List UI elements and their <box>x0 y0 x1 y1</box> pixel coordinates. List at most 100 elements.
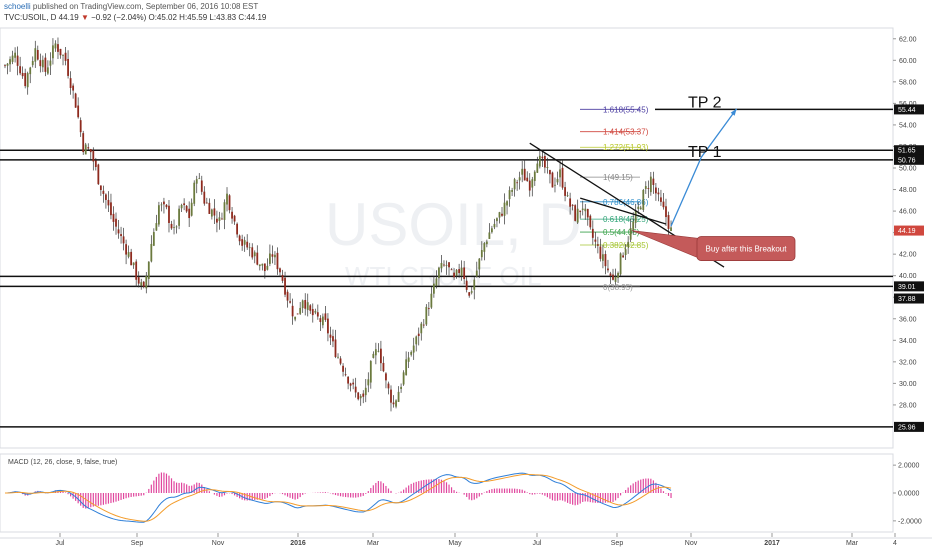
candle-body <box>258 264 261 267</box>
candle-body <box>281 274 284 281</box>
fib-level-label: 0.5(44.05) <box>603 228 640 237</box>
candle-body <box>352 382 355 385</box>
candle-body <box>402 372 405 385</box>
time-tick-label: Sep <box>611 540 624 547</box>
candle-body <box>243 240 246 245</box>
candle-body <box>311 309 314 316</box>
candle-body <box>74 93 77 108</box>
candle-body <box>236 223 239 235</box>
candle-body <box>26 73 29 88</box>
projection-line <box>670 108 738 227</box>
price-tick-label: 32.00 <box>899 359 917 366</box>
price-marker-label: 44.19 <box>898 228 916 235</box>
candle-body <box>286 291 289 301</box>
candle-body <box>665 206 667 218</box>
candle-body <box>654 187 657 194</box>
candle-body <box>304 300 307 309</box>
candle-body <box>36 49 39 60</box>
time-tick-label: Mar <box>367 540 380 547</box>
candle-body <box>478 258 481 270</box>
macd-title: MACD (12, 26, close, 9, false, true) <box>8 459 117 466</box>
candle-body <box>163 201 165 205</box>
candle-body <box>637 206 640 209</box>
candle-body <box>574 205 577 221</box>
candle-body <box>19 66 22 74</box>
price-tick-label: 48.00 <box>899 187 917 194</box>
candle-body <box>77 105 80 118</box>
candlestick-series <box>4 37 672 412</box>
candle-body <box>82 133 85 153</box>
candle-body <box>622 255 624 258</box>
candle-body <box>448 262 450 268</box>
candle-body <box>425 306 428 325</box>
macd-tick-label: 2.0000 <box>898 463 920 470</box>
candle-body <box>405 359 408 376</box>
candle-body <box>115 218 117 227</box>
candle-body <box>473 279 476 290</box>
target-label: TP 2 <box>688 95 722 112</box>
candle-body <box>29 67 32 75</box>
candle-body <box>97 164 100 185</box>
target-labels: TP 2 TP 1 <box>688 95 722 162</box>
candle-body <box>173 227 175 228</box>
candle-body <box>21 72 24 77</box>
candle-body <box>34 48 37 62</box>
candle-body <box>263 263 266 272</box>
candle-body <box>395 400 397 407</box>
candle-body <box>543 156 546 168</box>
candle-body <box>342 365 344 372</box>
author-link[interactable]: schoelli <box>4 2 31 11</box>
candle-body <box>316 312 319 317</box>
candle-body <box>147 261 150 279</box>
candle-body <box>291 305 294 317</box>
candle-body <box>261 263 264 266</box>
price-tick-label: 46.00 <box>899 209 917 216</box>
candle-body <box>513 179 516 190</box>
candle-body <box>241 239 244 246</box>
candle-body <box>296 313 299 315</box>
price-marker-label: 55.44 <box>898 107 916 114</box>
candle-body <box>6 63 9 66</box>
candle-body <box>64 52 67 61</box>
main-pane-frame <box>0 27 894 449</box>
candle-body <box>460 267 463 276</box>
candle-body <box>372 353 375 358</box>
candle-body <box>526 177 529 182</box>
fib-level-label: 0.786(46.86) <box>603 198 649 207</box>
candle-body <box>337 356 339 358</box>
candle-body <box>188 208 191 219</box>
price-tick-label: 56.00 <box>899 101 917 108</box>
candle-body <box>367 379 370 386</box>
candle-body <box>238 235 241 242</box>
candle-body <box>218 217 221 221</box>
candle-body <box>432 283 435 294</box>
candle-body <box>59 48 62 56</box>
candle-body <box>226 193 228 205</box>
candle-body <box>122 236 125 244</box>
candle-body <box>556 178 559 183</box>
publish-info: published on TradingView.com, September … <box>30 2 259 11</box>
candle-body <box>584 208 587 212</box>
time-tick-label: Mar <box>846 540 859 547</box>
candle-body <box>132 262 135 266</box>
candle-body <box>627 241 630 247</box>
time-axis[interactable]: Jul Sep Nov 2016 Mar May Jul Sep Nov 2017 Mar 4 <box>56 533 898 547</box>
candle-body <box>420 323 423 334</box>
candle-body <box>521 168 524 175</box>
breakout-callout: Buy after this Breakout <box>631 230 796 261</box>
candle-body <box>561 167 564 188</box>
price-axis[interactable]: 28.0030.0032.0034.0036.0038.0040.0042.00… <box>893 36 917 409</box>
trendline <box>580 197 667 225</box>
candle-body <box>647 188 650 189</box>
candle-body <box>183 203 186 206</box>
candle-body <box>382 362 385 372</box>
candle-body <box>516 182 519 184</box>
candle-body <box>135 261 138 280</box>
time-tick-label: Nov <box>685 540 698 547</box>
candle-body <box>387 383 390 389</box>
candle-body <box>107 199 110 206</box>
fib-level-label: 0(38.95) <box>603 283 633 292</box>
price-tick-label: 62.00 <box>899 36 917 43</box>
candle-body <box>127 252 130 257</box>
